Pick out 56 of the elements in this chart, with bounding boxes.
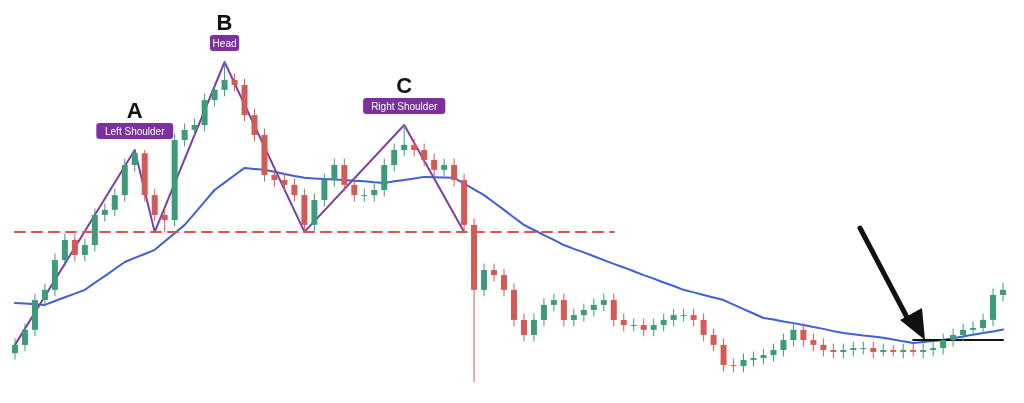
- candlestick: [361, 188, 368, 203]
- candlestick: [421, 143, 428, 167]
- candlestick: [710, 328, 717, 352]
- candlestick: [111, 188, 118, 217]
- annotation: C: [396, 73, 413, 99]
- candlestick: [560, 293, 567, 327]
- annotation: A: [126, 98, 143, 123]
- candlestick: [550, 293, 557, 312]
- candlestick: [441, 158, 448, 177]
- candlestick: [451, 158, 458, 187]
- candlestick: [161, 208, 168, 233]
- candlestick: [251, 108, 258, 142]
- candlestick: [720, 337, 727, 372]
- candlestick: [570, 308, 577, 327]
- candlestick: [800, 322, 807, 347]
- annotation: Right Shoulder: [371, 100, 438, 112]
- candlestick: [61, 233, 68, 267]
- candlestick: [520, 313, 527, 342]
- candlestick: [1000, 282, 1007, 302]
- candlestick: [540, 297, 547, 327]
- candlestick: [401, 124, 408, 157]
- candlestick: [960, 322, 967, 342]
- candlestick: [740, 353, 747, 373]
- candlestick: [790, 322, 797, 347]
- candlestick: [680, 308, 687, 323]
- candlestick: [181, 122, 188, 147]
- candlestick: [530, 313, 537, 342]
- candlestick: [351, 177, 358, 203]
- candlestick: [431, 153, 438, 177]
- candlestick: [341, 158, 348, 192]
- candlestick: [391, 143, 398, 172]
- candlestick: [940, 333, 947, 355]
- candlestick: [291, 177, 298, 203]
- candlestick: [481, 263, 488, 297]
- annotation: Left Shoulder: [105, 125, 166, 137]
- candlestick: [610, 293, 617, 327]
- candlestick: [950, 328, 957, 347]
- candlestick: [970, 321, 977, 337]
- candlestick: [11, 337, 18, 361]
- candlestick: [980, 313, 987, 335]
- candlestick: [501, 268, 508, 297]
- candlestick: [491, 263, 498, 283]
- candlestick: [131, 149, 138, 172]
- candlestick: [780, 333, 787, 357]
- candlestick: [700, 313, 707, 342]
- candlestick: [221, 61, 228, 97]
- candlestick: [321, 173, 328, 207]
- candlestick: [211, 82, 218, 107]
- text: B: [216, 10, 233, 35]
- candlestick: [580, 303, 587, 323]
- candlestick: [41, 282, 48, 307]
- candlestick: [331, 158, 338, 187]
- text: Head: [212, 37, 237, 49]
- candlestick: [81, 238, 88, 262]
- candlestick: [151, 188, 158, 222]
- candlestick: [21, 322, 28, 352]
